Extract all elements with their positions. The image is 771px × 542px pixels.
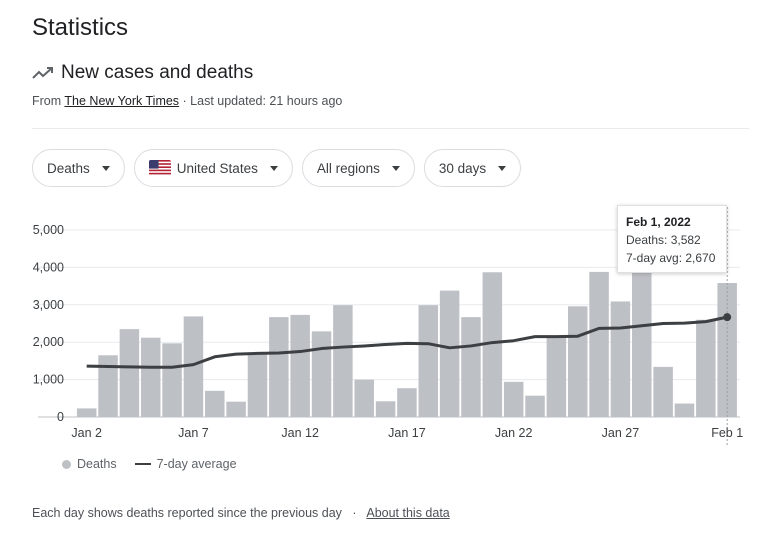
country-dropdown-label: United States [176, 160, 258, 176]
bar-jan-8 [205, 390, 225, 417]
filter-bar: Deaths United States All regions 30 days [32, 149, 530, 187]
bar-jan-22 [503, 381, 524, 417]
legend-line-label: 7-day average [156, 457, 237, 471]
x-tick-label: Jan 12 [281, 426, 319, 440]
bar-jan-3 [98, 355, 118, 417]
legend-bar-swatch [62, 459, 71, 469]
bar-jan-17 [397, 388, 417, 417]
x-tick-label: Jan 22 [495, 426, 533, 440]
bar-jan-31 [696, 319, 716, 417]
source-prefix: From [32, 94, 62, 108]
bar-jan-19 [439, 290, 460, 417]
caret-down-icon [269, 165, 278, 171]
bar-jan-29 [653, 366, 673, 417]
x-tick-label: Jan 7 [178, 426, 209, 440]
trending-icon [32, 67, 53, 79]
about-data-link[interactable]: About this data [366, 506, 450, 520]
us-flag-icon [148, 160, 171, 176]
y-tick-label: 5,000 [33, 223, 64, 237]
caret-down-icon [101, 165, 110, 171]
bar-jan-24 [546, 335, 567, 417]
tooltip-deaths: Deaths: 3,582 [626, 233, 701, 247]
metric-dropdown[interactable]: Deaths [32, 149, 125, 187]
x-tick-label: Feb 1 [711, 426, 743, 440]
source-link[interactable]: The New York Times [64, 94, 180, 108]
bar-jan-21 [482, 272, 503, 417]
chart-tooltip: Feb 1, 2022 Deaths: 3,582 7-day avg: 2,6… [617, 205, 727, 273]
average-line [86, 315, 728, 369]
y-tick-label: 3,000 [33, 298, 64, 312]
bar-jan-20 [461, 317, 481, 417]
y-tick-label: 2,000 [33, 335, 64, 349]
bar-jan-10 [247, 354, 268, 417]
bar-jan-9 [226, 401, 246, 417]
bar-jan-15 [354, 379, 374, 417]
y-tick-label: 4,000 [33, 260, 64, 274]
legend-bar-label: Deaths [77, 457, 117, 471]
deaths-chart[interactable]: 0 1,000 2,000 3,000 4,000 5,000 Jan 2 Jan 7 Jan … [0, 195, 771, 450]
tooltip-date: Feb 1, 2022 [626, 215, 691, 229]
last-updated: · Last updated: 21 hours ago [182, 94, 343, 108]
caret-down-icon [391, 165, 400, 171]
bar-jan-4 [119, 329, 140, 417]
bar-jan-16 [375, 401, 396, 417]
divider [32, 128, 749, 129]
bar-jan-7 [183, 316, 204, 417]
region-dropdown[interactable]: All regions [301, 149, 415, 187]
bar-jan-23 [525, 395, 545, 417]
chart-legend: Deaths 7-day average [62, 457, 237, 471]
y-tick-label: 0 [57, 410, 64, 424]
section-header: New cases and deaths [32, 62, 253, 84]
bar-jan-11 [269, 317, 289, 417]
range-dropdown[interactable]: 30 days [423, 149, 522, 187]
tooltip-average: 7-day avg: 2,670 [626, 251, 716, 265]
bar-jan-25 [567, 306, 588, 417]
x-tick-label: Jan 27 [602, 426, 640, 440]
footer-note: Each day shows deaths reported since the… [32, 506, 450, 520]
bar-jan-18 [418, 305, 439, 417]
caret-down-icon [498, 165, 507, 171]
country-dropdown[interactable]: United States [133, 149, 293, 187]
range-dropdown-label: 30 days [438, 160, 487, 176]
bar-jan-2 [76, 408, 97, 417]
legend-line-swatch [134, 463, 151, 465]
bar-jan-5 [140, 337, 161, 417]
bar-jan-26 [589, 271, 609, 417]
bar-feb-1 [717, 283, 737, 417]
bar-jan-12 [290, 314, 310, 417]
highlight-point [723, 313, 732, 322]
x-tick-label: Jan 2 [71, 426, 102, 440]
bar-jan-28 [632, 271, 652, 417]
bar-jan-14 [333, 305, 353, 417]
bar-jan-13 [311, 331, 332, 417]
footer-separator: · [352, 506, 357, 520]
x-tick-label: Jan 17 [388, 426, 426, 440]
bar-jan-30 [674, 403, 695, 417]
page-title: Statistics [32, 14, 129, 41]
y-tick-label: 1,000 [33, 373, 64, 387]
region-dropdown-label: All regions [316, 160, 380, 176]
bar-jan-27 [610, 301, 631, 417]
bar-jan-6 [162, 343, 182, 417]
source-line: From The New York Times · Last updated: … [32, 94, 342, 108]
metric-dropdown-label: Deaths [47, 160, 90, 176]
section-title: New cases and deaths [61, 62, 254, 83]
footer-text: Each day shows deaths reported since the… [32, 506, 342, 520]
